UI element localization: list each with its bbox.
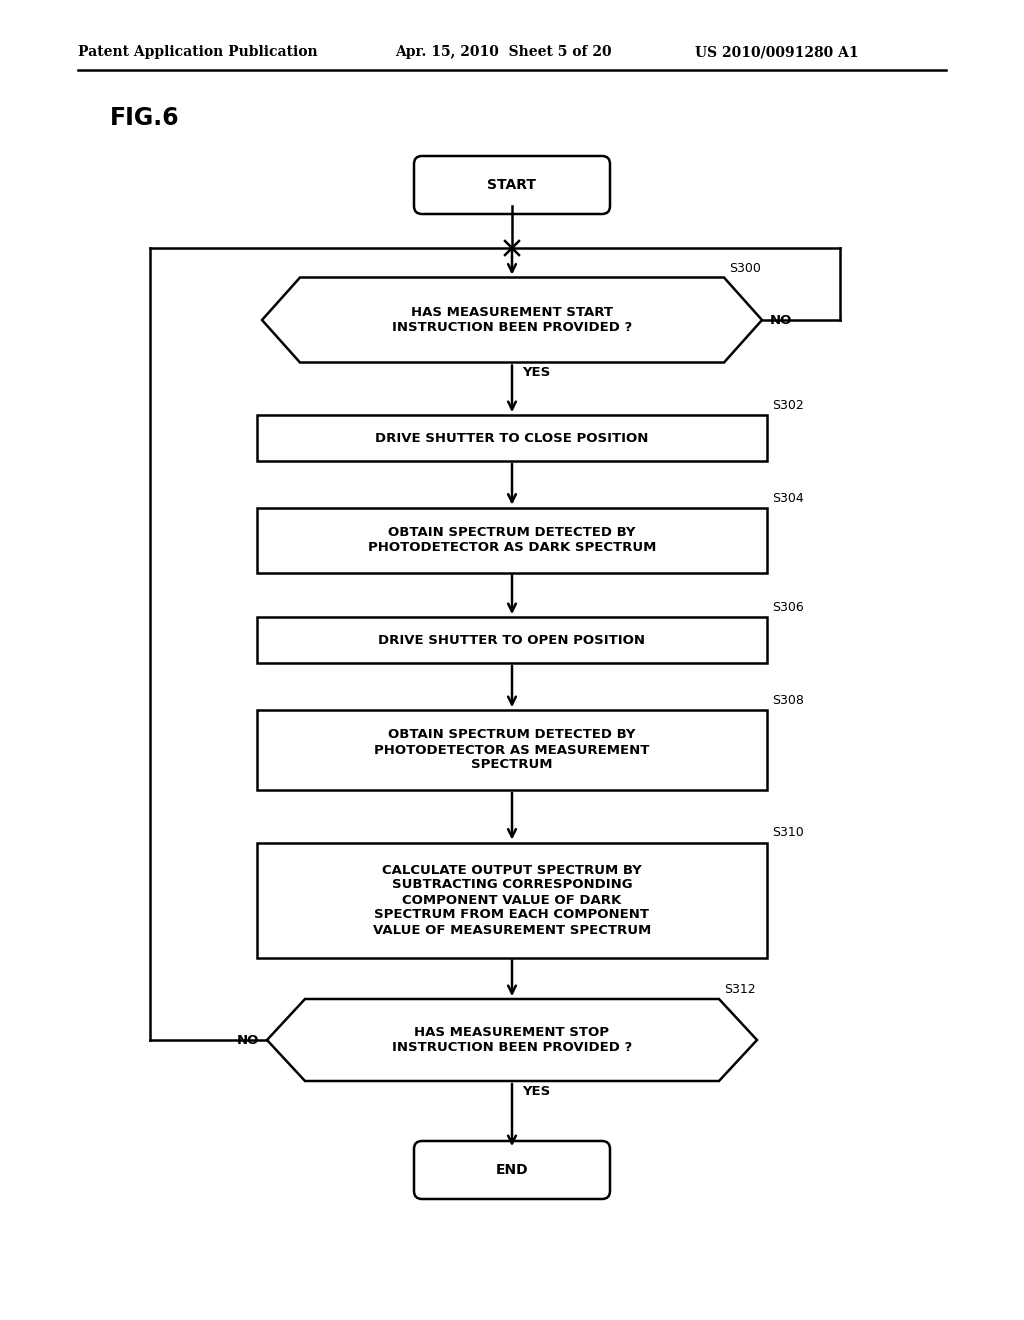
Text: NO: NO: [237, 1034, 259, 1047]
Text: S304: S304: [772, 491, 804, 504]
Text: S302: S302: [772, 399, 804, 412]
Polygon shape: [262, 277, 762, 363]
Text: S300: S300: [729, 261, 761, 275]
Text: DRIVE SHUTTER TO CLOSE POSITION: DRIVE SHUTTER TO CLOSE POSITION: [376, 432, 648, 445]
Text: S306: S306: [772, 601, 804, 614]
Text: Apr. 15, 2010  Sheet 5 of 20: Apr. 15, 2010 Sheet 5 of 20: [395, 45, 611, 59]
Text: Patent Application Publication: Patent Application Publication: [78, 45, 317, 59]
Bar: [257, 710, 767, 789]
Text: S312: S312: [724, 983, 756, 997]
Text: START: START: [487, 178, 537, 191]
Bar: [257, 507, 767, 573]
Polygon shape: [267, 999, 757, 1081]
Text: YES: YES: [522, 367, 550, 380]
Text: END: END: [496, 1163, 528, 1177]
Text: NO: NO: [770, 314, 793, 326]
Text: S310: S310: [772, 826, 804, 840]
Text: US 2010/0091280 A1: US 2010/0091280 A1: [695, 45, 859, 59]
FancyBboxPatch shape: [414, 1140, 610, 1199]
Bar: [257, 616, 767, 663]
Text: YES: YES: [522, 1085, 550, 1098]
Text: DRIVE SHUTTER TO OPEN POSITION: DRIVE SHUTTER TO OPEN POSITION: [379, 634, 645, 647]
Text: OBTAIN SPECTRUM DETECTED BY
PHOTODETECTOR AS DARK SPECTRUM: OBTAIN SPECTRUM DETECTED BY PHOTODETECTO…: [368, 525, 656, 554]
Text: HAS MEASUREMENT START
INSTRUCTION BEEN PROVIDED ?: HAS MEASUREMENT START INSTRUCTION BEEN P…: [392, 306, 632, 334]
Bar: [257, 414, 767, 461]
FancyBboxPatch shape: [414, 156, 610, 214]
Text: CALCULATE OUTPUT SPECTRUM BY
SUBTRACTING CORRESPONDING
COMPONENT VALUE OF DARK
S: CALCULATE OUTPUT SPECTRUM BY SUBTRACTING…: [373, 863, 651, 936]
Text: S308: S308: [772, 694, 804, 708]
Text: FIG.6: FIG.6: [110, 106, 179, 129]
Bar: [257, 842, 767, 957]
Text: HAS MEASUREMENT STOP
INSTRUCTION BEEN PROVIDED ?: HAS MEASUREMENT STOP INSTRUCTION BEEN PR…: [392, 1026, 632, 1053]
Text: OBTAIN SPECTRUM DETECTED BY
PHOTODETECTOR AS MEASUREMENT
SPECTRUM: OBTAIN SPECTRUM DETECTED BY PHOTODETECTO…: [375, 729, 649, 771]
